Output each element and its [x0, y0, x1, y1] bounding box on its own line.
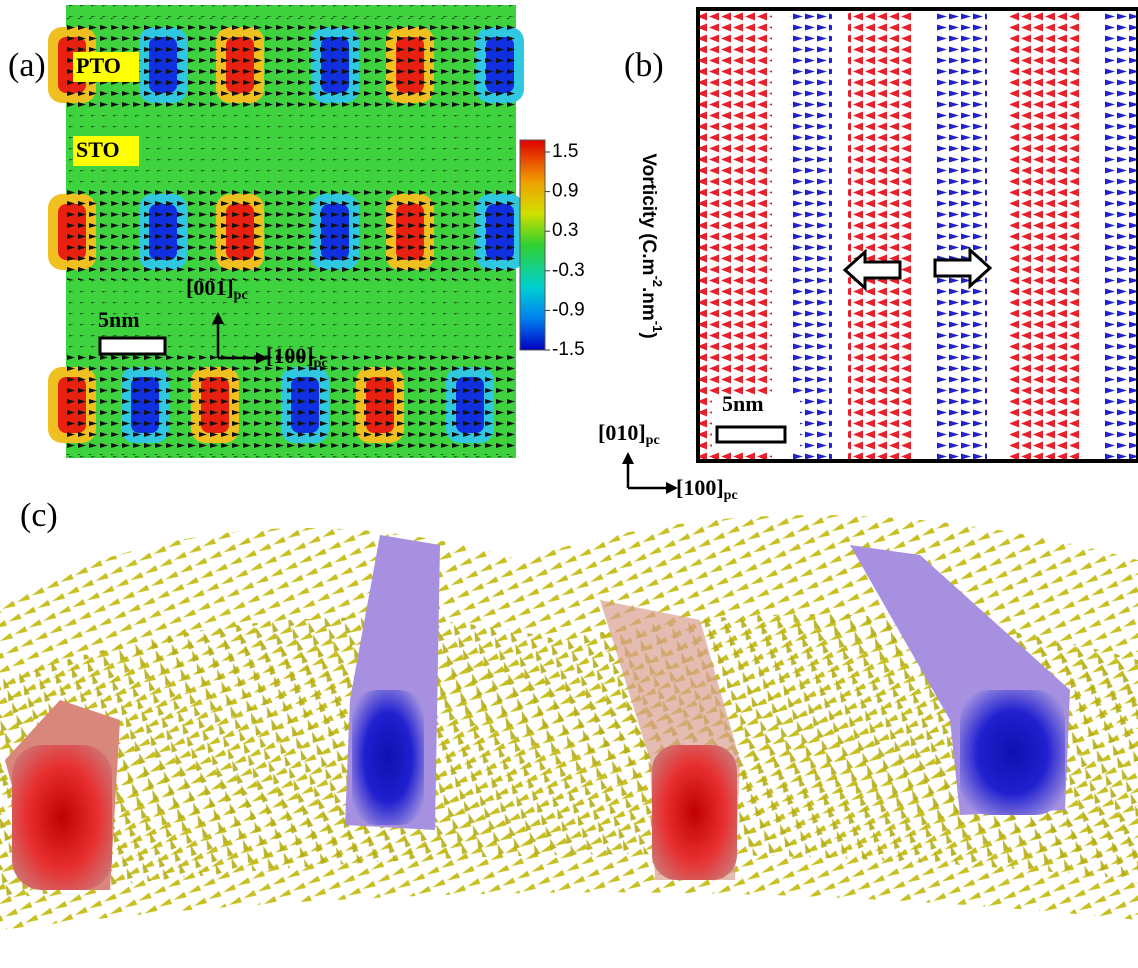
figure: PTO STO 5nm [001]pc [100]pc 1.50.90.3-0.…	[0, 0, 1138, 968]
colorbar-ticks: 1.5 0.9 0.3 -0.3 -0.9 -1.5	[545, 141, 585, 360]
colorbar-tick-label: 0.9	[552, 181, 578, 202]
colorbar-tick-label: -0.9	[552, 299, 585, 320]
colorbar-title: Vorticity (C.m-2.nm-1)	[638, 153, 665, 338]
colorbar-tick-label: 0.3	[552, 220, 578, 241]
colorbar-tick-label: -1.5	[552, 339, 585, 360]
stripe-blue	[1105, 12, 1138, 460]
panel-a: PTO STO 5nm [001]pc [100]pc 1.50.90.3-0.…	[8, 5, 665, 458]
stripe-blue	[935, 12, 987, 460]
panel-label: (b)	[624, 47, 664, 84]
layer-label: STO	[76, 137, 120, 162]
pto-layer	[66, 355, 516, 455]
axis-label: [100]pc	[676, 475, 738, 503]
colorbar	[520, 140, 545, 350]
layer-label: PTO	[76, 53, 121, 78]
scale-bar	[717, 427, 785, 442]
vortex-core-red	[12, 745, 112, 890]
stripe-red	[1010, 12, 1082, 460]
axis-arrows	[628, 462, 668, 488]
pto-layer	[66, 185, 516, 280]
stripe-blue	[790, 12, 832, 460]
vortex-core-blue	[352, 690, 424, 825]
panel-b: 5nm [010]pc [100]pc (b)	[598, 9, 1138, 503]
vortex-core-red	[652, 745, 737, 880]
vortex-core-blue	[960, 690, 1065, 815]
colorbar-tick-label: 1.5	[552, 141, 578, 162]
panel-label: (c)	[20, 497, 58, 534]
axis-label: [010]pc	[598, 420, 660, 448]
scale-bar-label: 5nm	[98, 307, 140, 332]
colorbar-tick-label: -0.3	[552, 260, 585, 281]
scale-bar-label: 5nm	[722, 391, 764, 416]
stripe-red	[848, 12, 912, 460]
panel-c: (c)	[0, 497, 1138, 930]
scale-bar	[100, 338, 165, 354]
panel-label: (a)	[8, 47, 46, 84]
